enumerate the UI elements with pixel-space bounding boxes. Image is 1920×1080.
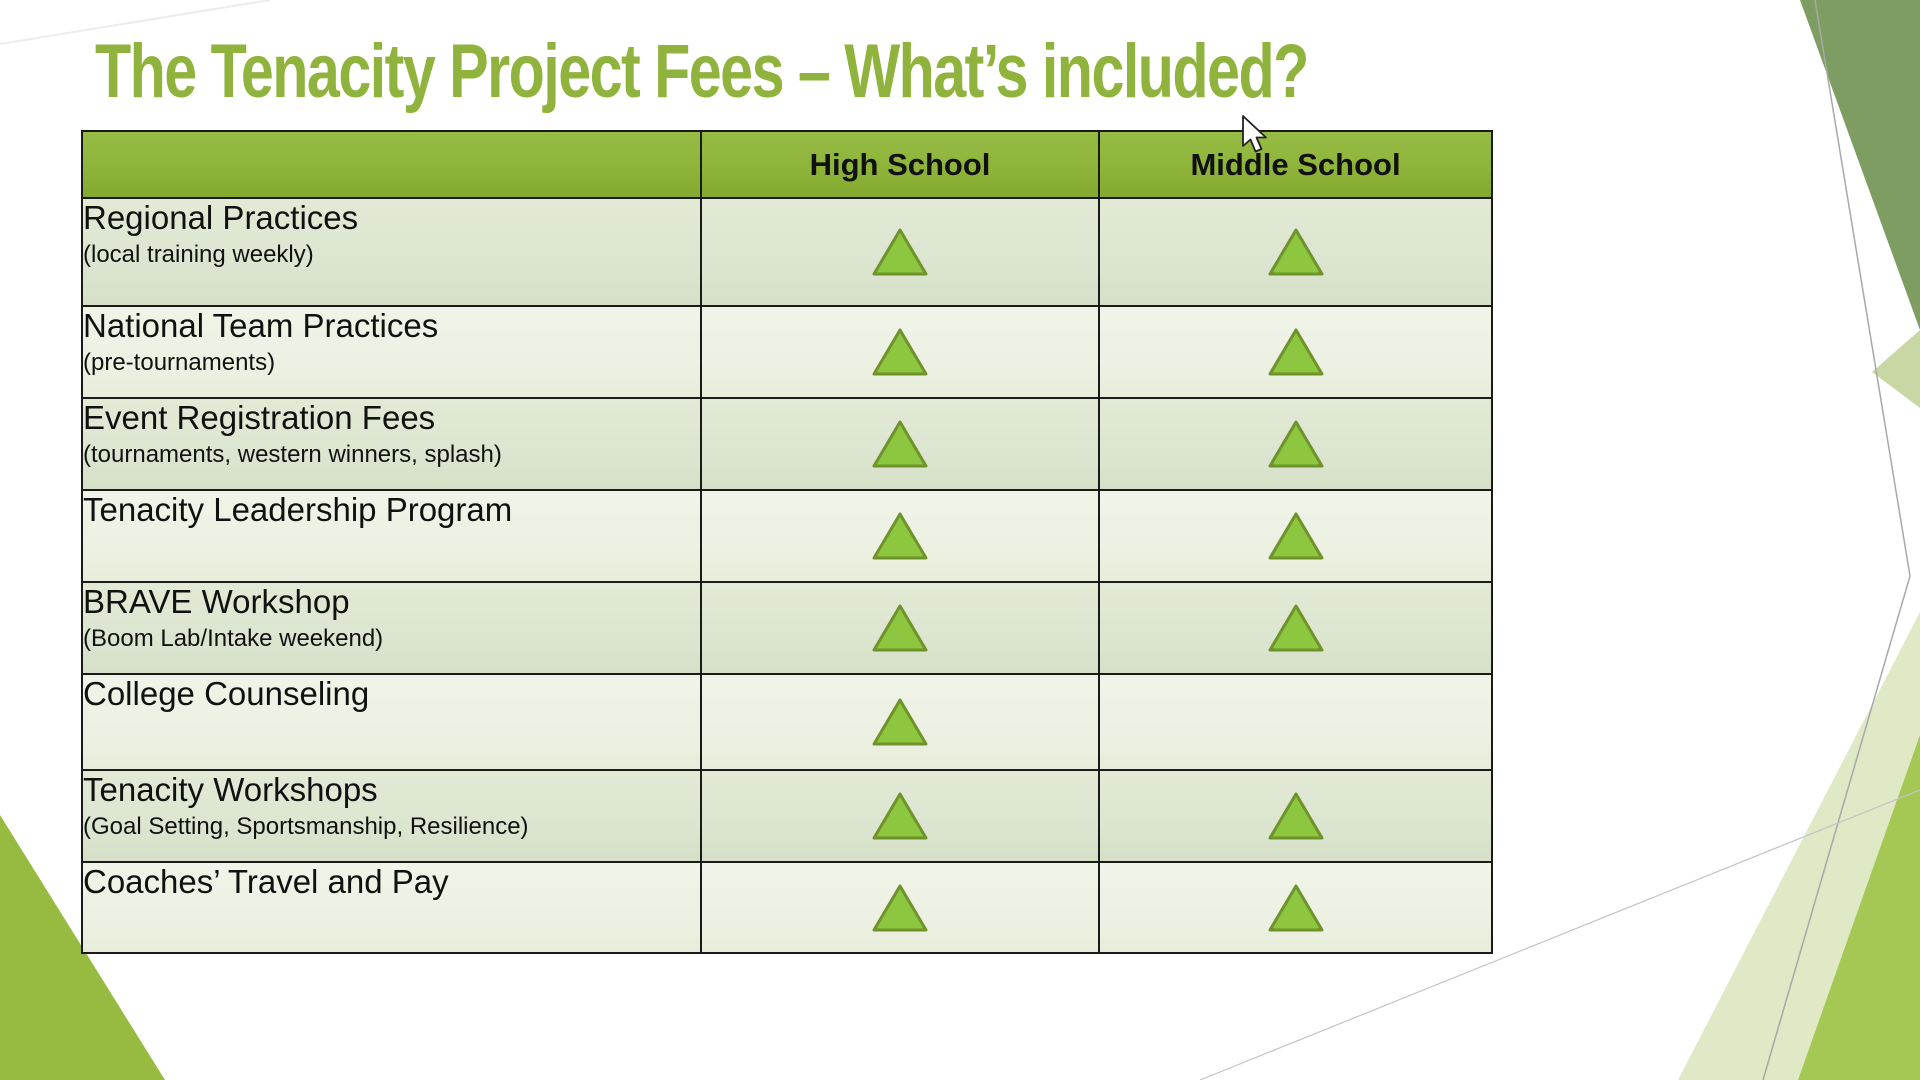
row-label: College Counseling	[83, 675, 370, 712]
included-triangle-icon	[1268, 792, 1323, 840]
column-header-middle-school: Middle School	[1098, 130, 1493, 199]
fees-table: High School Middle School Regional Pract…	[81, 130, 1493, 954]
row-label-cell: Tenacity Leadership Program	[81, 489, 702, 583]
included-triangle-icon	[1268, 884, 1323, 931]
cell-middle-school	[1098, 305, 1493, 399]
row-label: BRAVE Workshop	[83, 583, 350, 620]
row-label: Tenacity Leadership Program	[83, 491, 513, 528]
row-label-cell: College Counseling	[81, 673, 702, 771]
row-label-cell: National Team Practices (pre-tournaments)	[81, 305, 702, 399]
included-triangle-icon	[872, 792, 928, 840]
row-label: Coaches’ Travel and Pay	[83, 863, 449, 900]
cell-middle-school	[1098, 489, 1493, 583]
row-label-cell: Regional Practices (local training weekly…	[81, 197, 702, 307]
decoration-sage-triangle	[1800, 0, 1920, 330]
decoration-sage-tip	[1872, 330, 1920, 408]
included-triangle-icon	[872, 884, 928, 931]
row-label-cell: Event Registration Fees (tournaments, wes…	[81, 397, 702, 491]
included-triangle-icon	[872, 698, 928, 746]
cell-middle-school	[1098, 769, 1493, 863]
cell-middle-school	[1098, 861, 1493, 954]
included-triangle-icon	[872, 420, 928, 468]
row-sublabel: (local training weekly)	[83, 240, 314, 268]
included-triangle-icon	[1268, 604, 1323, 652]
cell-high-school	[700, 769, 1100, 863]
slide-title: The Tenacity Project Fees – What’s inclu…	[95, 29, 1309, 114]
row-sublabel: (pre-tournaments)	[83, 348, 276, 376]
cell-high-school	[700, 489, 1100, 583]
column-header-blank	[81, 130, 702, 199]
header-row: High School Middle School	[81, 130, 1493, 199]
row-label: Regional Practices	[83, 199, 359, 236]
column-header-high-school: High School	[700, 130, 1100, 199]
decoration-hairline-steep	[1814, 0, 1911, 577]
decoration-bright-wedge	[1798, 735, 1920, 1080]
cell-high-school	[700, 397, 1100, 491]
included-triangle-icon	[1268, 328, 1323, 376]
fees-table-body: Regional Practices (local training weekly…	[81, 197, 1493, 954]
row-label: Event Registration Fees	[83, 399, 436, 436]
included-triangle-icon	[872, 228, 928, 276]
row-sublabel: (Boom Lab/Intake weekend)	[83, 624, 384, 652]
cell-high-school	[700, 861, 1100, 954]
table-row: Event Registration Fees (tournaments, wes…	[81, 397, 1493, 491]
fees-table-header: High School Middle School	[81, 130, 1493, 199]
cell-middle-school	[1098, 397, 1493, 491]
included-triangle-icon	[872, 604, 928, 652]
table-row: College Counseling	[81, 673, 1493, 771]
cell-middle-school	[1098, 581, 1493, 675]
row-label: National Team Practices	[83, 307, 439, 344]
included-triangle-icon	[1268, 420, 1323, 468]
included-triangle-icon	[872, 512, 928, 560]
cell-high-school	[700, 305, 1100, 399]
table-row: National Team Practices (pre-tournaments)	[81, 305, 1493, 399]
row-sublabel: (tournaments, western winners, splash)	[83, 440, 502, 468]
row-sublabel: (Goal Setting, Sportsmanship, Resilience…	[83, 812, 529, 840]
table-row: Tenacity Leadership Program	[81, 489, 1493, 583]
included-triangle-icon	[872, 328, 928, 376]
table-row: Coaches’ Travel and Pay	[81, 861, 1493, 954]
table-row: Tenacity Workshops (Goal Setting, Sportsm…	[81, 769, 1493, 863]
cell-middle-school	[1098, 673, 1493, 771]
decoration-hairline-lower	[1762, 575, 1911, 1080]
row-label-cell: Coaches’ Travel and Pay	[81, 861, 702, 954]
included-triangle-icon	[1268, 228, 1323, 276]
cell-middle-school	[1098, 197, 1493, 307]
cell-high-school	[700, 673, 1100, 771]
table-row: BRAVE Workshop (Boom Lab/Intake weekend)	[81, 581, 1493, 675]
cell-high-school	[700, 197, 1100, 307]
row-label-cell: BRAVE Workshop (Boom Lab/Intake weekend)	[81, 581, 702, 675]
cell-high-school	[700, 581, 1100, 675]
included-triangle-icon	[1268, 512, 1323, 560]
decoration-pale-wedge	[1678, 612, 1920, 1080]
row-label-cell: Tenacity Workshops (Goal Setting, Sportsm…	[81, 769, 702, 863]
table-row: Regional Practices (local training weekly…	[81, 197, 1493, 307]
row-label: Tenacity Workshops	[83, 771, 378, 808]
